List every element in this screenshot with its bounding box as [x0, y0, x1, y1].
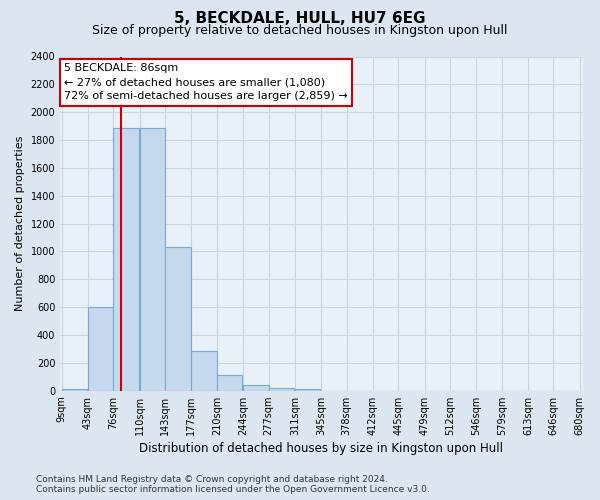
- Bar: [295, 388, 320, 390]
- Bar: [88, 307, 113, 390]
- Bar: [269, 388, 294, 390]
- Bar: [113, 128, 139, 390]
- Bar: [165, 248, 191, 390]
- Text: 5 BECKDALE: 86sqm
← 27% of detached houses are smaller (1,080)
72% of semi-detac: 5 BECKDALE: 86sqm ← 27% of detached hous…: [64, 64, 348, 102]
- Bar: [140, 128, 165, 390]
- Bar: [243, 386, 269, 390]
- Text: Contains HM Land Registry data © Crown copyright and database right 2024.
Contai: Contains HM Land Registry data © Crown c…: [36, 474, 430, 494]
- Text: Size of property relative to detached houses in Kingston upon Hull: Size of property relative to detached ho…: [92, 24, 508, 37]
- Text: 5, BECKDALE, HULL, HU7 6EG: 5, BECKDALE, HULL, HU7 6EG: [174, 11, 426, 26]
- Y-axis label: Number of detached properties: Number of detached properties: [15, 136, 25, 312]
- Bar: [62, 388, 87, 390]
- X-axis label: Distribution of detached houses by size in Kingston upon Hull: Distribution of detached houses by size …: [139, 442, 503, 455]
- Bar: [191, 351, 217, 391]
- Bar: [217, 376, 242, 390]
